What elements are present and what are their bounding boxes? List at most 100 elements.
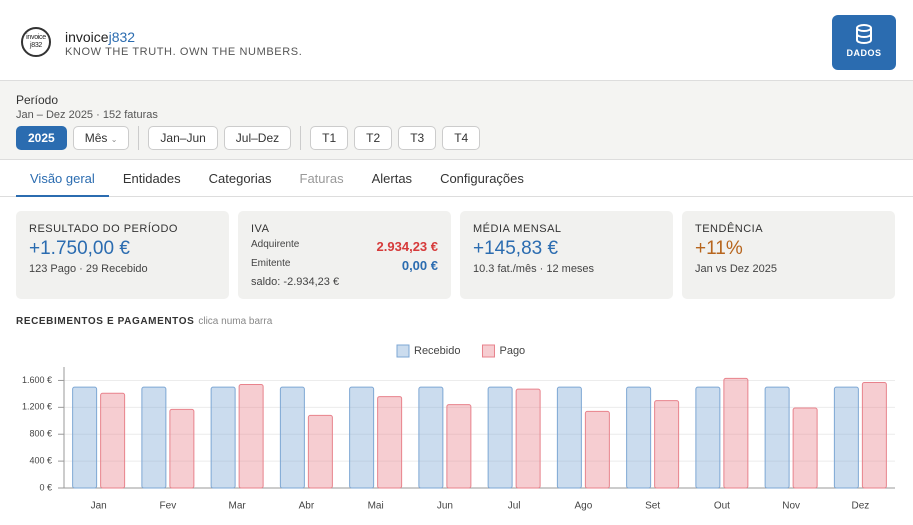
bar[interactable] — [141, 386, 167, 489]
x-tick-label: Jul — [508, 501, 521, 512]
bar[interactable] — [764, 386, 790, 489]
bar[interactable] — [377, 396, 403, 489]
card-sub: Jan vs Dez 2025 — [695, 263, 777, 275]
logo-line: j832 — [29, 42, 43, 49]
x-tick-label: Dez — [851, 501, 869, 512]
card-row: Adquirente 2.934,23 € — [251, 239, 438, 254]
data-button[interactable]: DADOS — [832, 15, 896, 70]
stat-card: RESULTADO DO PERÍODO +1.750,00 € 123 Pag… — [16, 211, 229, 299]
x-tick-label: Mar — [229, 501, 247, 512]
tab: Faturas — [299, 171, 344, 186]
legend-swatch — [396, 344, 410, 358]
row-value: 2.934,23 € — [376, 239, 438, 254]
stat-card: IVA Adquirente 2.934,23 € Emitente 0,00 € … — [238, 211, 451, 299]
period-button[interactable]: Mês ⌄ — [72, 126, 130, 150]
separator — [138, 126, 140, 150]
chart-heading: RECEBIMENTOS E PAGAMENTOS clica numa barr… — [16, 316, 272, 327]
row-value: 0,00 € — [401, 258, 438, 273]
bar[interactable] — [654, 400, 680, 489]
separator — [300, 126, 302, 150]
row-label: Adquirente — [251, 239, 300, 250]
x-tick-label: Jun — [437, 501, 453, 512]
card-label: MÉDIA MENSAL — [473, 223, 562, 235]
bar[interactable] — [626, 386, 652, 489]
period-button[interactable]: T2 — [354, 126, 393, 150]
chart-hint: clica numa barra — [198, 316, 273, 327]
card-value: +11% — [695, 238, 743, 259]
tab[interactable]: Categorias — [208, 171, 272, 186]
tabs: Visão geral Entidades Categorias Faturas… — [0, 160, 913, 197]
x-tick-label: Nov — [782, 501, 800, 512]
chart: 0 € 400 € 800 € 1.200 € 1.600 € Recebido Pago J… — [22, 344, 895, 512]
logo-line: invoice — [26, 34, 46, 41]
x-tick-label: Jan — [91, 501, 107, 512]
x-tick-label: Mai — [368, 501, 384, 512]
bar[interactable] — [833, 386, 859, 489]
bar[interactable] — [723, 377, 749, 489]
y-tick-label: 1.200 € — [22, 402, 52, 412]
app-name-part: invoice — [65, 29, 109, 45]
tab[interactable]: Entidades — [122, 171, 181, 186]
bar[interactable] — [238, 383, 264, 489]
button-label: DADOS — [846, 48, 882, 58]
bar[interactable] — [515, 388, 541, 489]
logo: invoice j832 — [21, 27, 51, 57]
bar[interactable] — [556, 386, 582, 489]
card-label: IVA — [251, 223, 270, 235]
x-tick-label: Ago — [574, 501, 592, 512]
caret: ⌄ — [110, 135, 118, 144]
bar[interactable] — [169, 408, 195, 489]
bar[interactable] — [307, 414, 333, 489]
legend-swatch — [481, 344, 495, 358]
chart-title: RECEBIMENTOS E PAGAMENTOS — [16, 316, 195, 327]
bar[interactable] — [695, 386, 721, 489]
tab[interactable]: Configurações — [440, 171, 524, 186]
y-tick-label: 800 € — [29, 429, 52, 439]
bar[interactable] — [584, 410, 610, 489]
app-name: invoicej832 — [65, 29, 135, 45]
header: invoice j832 invoicej832 KNOW THE TRUTH. … — [0, 0, 913, 81]
bar[interactable] — [418, 386, 444, 489]
stat-card: TENDÊNCIA +11% Jan vs Dez 2025 — [682, 211, 895, 299]
bar[interactable] — [100, 392, 126, 489]
y-tick-label: 400 € — [29, 455, 52, 465]
legend-label: Recebido — [414, 345, 460, 357]
card-value: +1.750,00 € — [29, 238, 130, 259]
legend-label: Pago — [499, 345, 525, 357]
period-bar: Período Jan – Dez 2025 · 152 faturas 202… — [0, 81, 913, 160]
tab[interactable]: Visão geral — [16, 160, 109, 197]
bar[interactable] — [446, 404, 472, 489]
period-button[interactable]: 2025 — [16, 126, 67, 150]
card-label: TENDÊNCIA — [695, 223, 764, 235]
x-tick-label: Abr — [299, 501, 315, 512]
bar[interactable] — [487, 386, 513, 489]
tab[interactable]: Alertas — [371, 171, 413, 186]
button-label: Mês — [84, 131, 108, 145]
period-button[interactable]: Jan–Jun — [148, 126, 218, 150]
row-label: Emitente — [251, 258, 291, 269]
card-sub: 10.3 fat./mês · 12 meses — [473, 263, 595, 275]
y-tick-label: 0 € — [39, 482, 52, 492]
period-summary: Jan – Dez 2025 · 152 faturas — [16, 109, 158, 121]
period-button[interactable]: T4 — [442, 126, 481, 150]
bar[interactable] — [210, 386, 236, 489]
stat-card: MÉDIA MENSAL +145,83 € 10.3 fat./mês · 1… — [460, 211, 673, 299]
x-tick-label: Fev — [160, 501, 177, 512]
bar[interactable] — [861, 381, 887, 489]
bar[interactable] — [279, 386, 305, 489]
card-row: Emitente 0,00 € — [251, 258, 438, 273]
bar[interactable] — [349, 386, 375, 489]
period-button[interactable]: T1 — [310, 126, 349, 150]
period-button[interactable]: Jul–Dez — [223, 126, 292, 150]
period-label: Período — [16, 93, 59, 107]
y-tick-label: 1.600 € — [22, 375, 52, 385]
period-button[interactable]: T3 — [398, 126, 437, 150]
card-sub: saldo: -2.934,23 € — [251, 276, 340, 288]
bar[interactable] — [792, 407, 818, 489]
db-icon — [856, 24, 872, 44]
card-label: RESULTADO DO PERÍODO — [29, 223, 178, 235]
bar[interactable] — [72, 386, 98, 489]
card-value: +145,83 € — [473, 238, 559, 259]
tagline: KNOW THE TRUTH. OWN THE NUMBERS. — [65, 46, 303, 58]
